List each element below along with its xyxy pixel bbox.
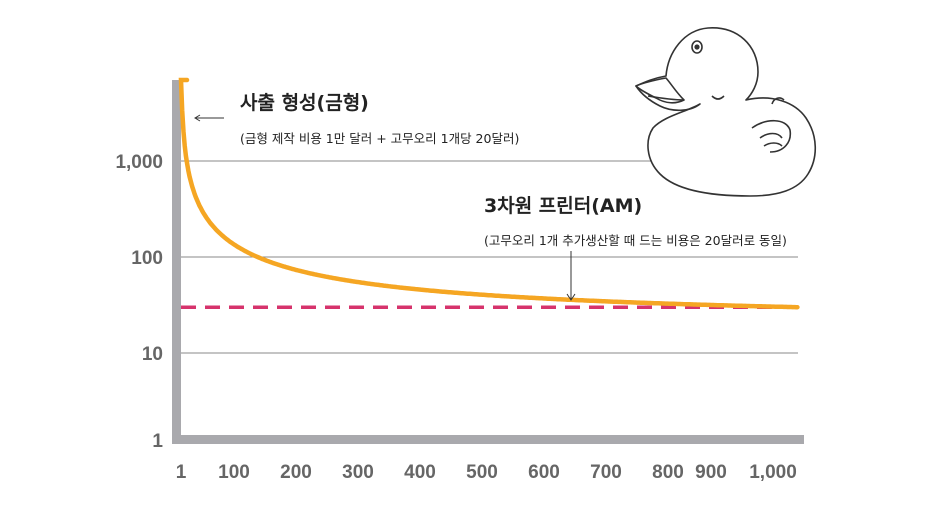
x-tick-label: 700 [590, 462, 622, 483]
x-axis [172, 435, 804, 444]
x-tick-label: 900 [695, 462, 727, 483]
printer-subtitle: (고무오리 1개 추가생산할 때 드는 비용은 20달러로 동일) [484, 233, 787, 248]
x-tick-label: 1,000 [749, 462, 797, 483]
y-tick-labels: 1 10 100 1,000 [115, 152, 163, 452]
x-tick-label: 1 [176, 462, 187, 483]
x-tick-label: 800 [652, 462, 684, 483]
x-tick-label: 600 [528, 462, 560, 483]
molding-arrowhead [194, 114, 201, 122]
duck-cheek [711, 95, 725, 100]
duck-pupil [694, 44, 700, 50]
duck-beak-line [647, 95, 685, 101]
y-tick-label: 10 [142, 344, 163, 365]
y-axis [172, 80, 181, 444]
rubber-duck-icon [635, 27, 817, 197]
x-tick-label: 500 [466, 462, 498, 483]
duck-wing-feather-1 [759, 132, 783, 139]
y-tick-label: 1 [152, 431, 163, 452]
y-tick-label: 100 [131, 248, 163, 269]
x-tick-label: 400 [404, 462, 436, 483]
molding-title: 사출 형성(금형) [240, 92, 369, 114]
duck-wing [751, 119, 792, 153]
molding-annotation: 사출 형성(금형) (금형 제작 비용 1만 달러 + 고무오리 1개당 20달… [194, 92, 519, 146]
duck-tail [771, 97, 785, 105]
duck-wing-feather-2 [763, 142, 783, 147]
x-tick-labels: 1 100 200 300 400 500 600 700 800 900 1,000 [176, 462, 797, 483]
molding-subtitle: (금형 제작 비용 1만 달러 + 고무오리 1개당 20달러) [240, 131, 519, 146]
y-tick-label: 1,000 [115, 152, 163, 173]
x-tick-label: 300 [342, 462, 374, 483]
printer-arrowhead [566, 293, 576, 301]
printer-title: 3차원 프린터(AM) [484, 195, 642, 217]
duck-body [635, 27, 817, 197]
printer-annotation: 3차원 프린터(AM) (고무오리 1개 추가생산할 때 드는 비용은 20달러… [484, 195, 787, 301]
series-injection-molding-curve [178, 77, 800, 310]
x-tick-label: 100 [218, 462, 250, 483]
x-tick-label: 200 [280, 462, 312, 483]
